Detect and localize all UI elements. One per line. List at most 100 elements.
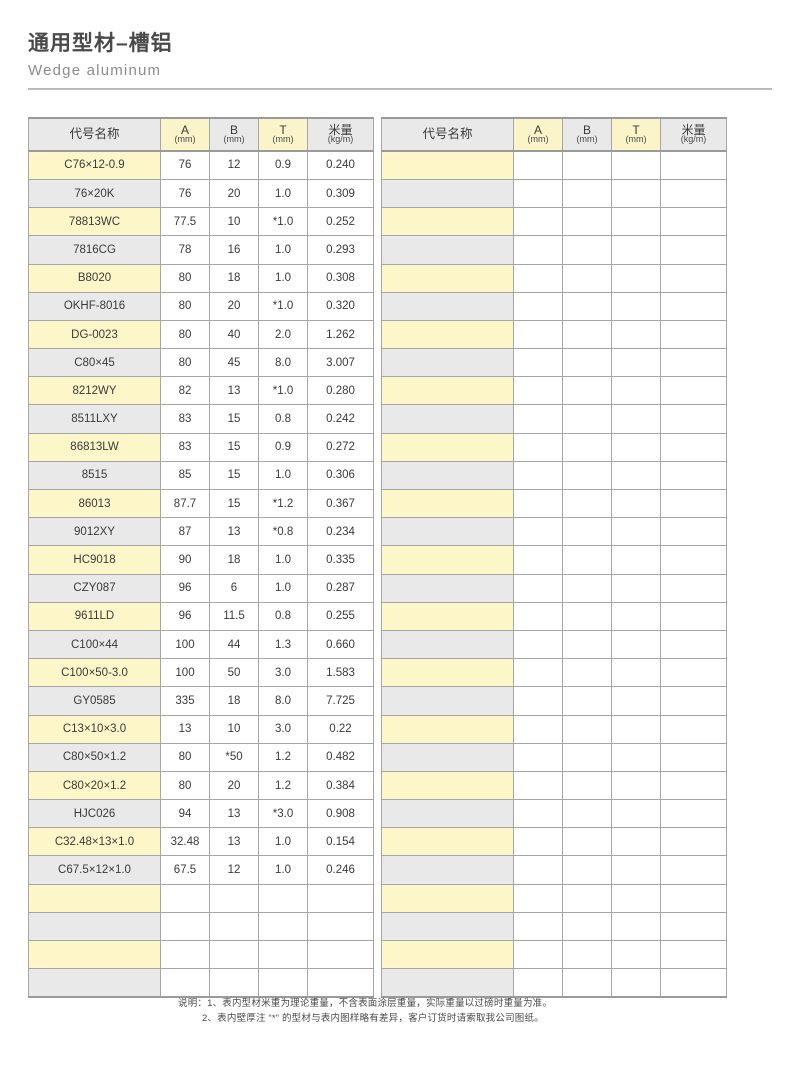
- cell-name: [381, 319, 514, 350]
- cell-t: 1.0: [258, 263, 308, 293]
- cell-b: [562, 601, 612, 631]
- table-body-left: C76×12-0.9 76 12 0.9 0.240 76×20K 76 20 1.0 0.309…: [28, 150, 374, 999]
- cell-weight: [660, 601, 727, 631]
- cell-weight: 0.272: [307, 432, 374, 462]
- cell-t: 3.0: [258, 714, 308, 744]
- footer-note-2: 2、表内壁厚注 “*” 的型材与表内图样略有差异，客户订货时请索取我公司图纸。: [202, 1012, 544, 1024]
- cell-a: [513, 714, 563, 744]
- column-header-b-label: B: [582, 122, 591, 137]
- cell-weight: 0.320: [307, 291, 374, 321]
- cell-t: [611, 150, 661, 180]
- cell-weight: [660, 404, 727, 434]
- cell-b: 20: [209, 291, 259, 321]
- cell-weight: [307, 911, 374, 942]
- cell-weight: 0.240: [307, 150, 374, 180]
- cell-name: [28, 911, 161, 942]
- cell-weight: [307, 968, 374, 999]
- table-row: [381, 827, 727, 857]
- cell-name: [381, 911, 514, 942]
- cell-name: [381, 799, 514, 829]
- cell-a: [513, 629, 563, 660]
- cell-a: 85: [160, 460, 210, 491]
- cell-name: [28, 940, 161, 970]
- table-row: [381, 348, 727, 378]
- cell-b: 15: [209, 432, 259, 462]
- cell-b: 18: [209, 686, 259, 716]
- cell-name: C67.5×12×1.0: [28, 855, 161, 885]
- cell-a: [513, 376, 563, 406]
- cell-a: 100: [160, 629, 210, 660]
- cell-name: 86013: [28, 489, 161, 519]
- cell-b: 12: [209, 855, 259, 885]
- cell-weight: [660, 545, 727, 575]
- cell-weight: 0.234: [307, 517, 374, 547]
- cell-b: 15: [209, 460, 259, 491]
- table-row: C100×44 100 44 1.3 0.660: [28, 629, 374, 660]
- cell-b: 44: [209, 629, 259, 660]
- table-row: [28, 940, 374, 970]
- cell-a: [513, 489, 563, 519]
- cell-b: [562, 291, 612, 321]
- table-row: HC9018 90 18 1.0 0.335: [28, 545, 374, 575]
- page-header: 通用型材–槽铝 Wedge aluminum: [0, 0, 800, 90]
- cell-weight: 0.908: [307, 799, 374, 829]
- cell-b: [562, 178, 612, 209]
- table-row: OKHF-8016 80 20 *1.0 0.320: [28, 291, 374, 321]
- table-row: [381, 178, 727, 209]
- table-row: [381, 799, 727, 829]
- cell-b: 12: [209, 150, 259, 180]
- cell-t: [611, 742, 661, 772]
- cell-a: 78: [160, 235, 210, 265]
- table-row: [381, 940, 727, 970]
- cell-a: [513, 545, 563, 575]
- column-header-b: B (mm): [562, 116, 612, 152]
- cell-a: [513, 601, 563, 631]
- cell-name: [381, 178, 514, 209]
- cell-name: 8212WY: [28, 376, 161, 406]
- column-header-weight: 米量 (kg/m): [307, 116, 374, 152]
- cell-weight: [307, 883, 374, 913]
- cell-weight: [660, 376, 727, 406]
- column-header-weight-unit: (kg/m): [680, 134, 707, 145]
- cell-name: [381, 855, 514, 885]
- table-row: 8212WY 82 13 *1.0 0.280: [28, 376, 374, 406]
- column-header-b: B (mm): [209, 116, 259, 152]
- cell-b: [562, 940, 612, 970]
- cell-a: [513, 799, 563, 829]
- cell-t: *1.0: [258, 207, 308, 237]
- cell-b: *50: [209, 742, 259, 772]
- cell-t: 2.0: [258, 319, 308, 350]
- cell-weight: [660, 686, 727, 716]
- cell-b: 10: [209, 714, 259, 744]
- table-row: [381, 855, 727, 885]
- cell-weight: 0.252: [307, 207, 374, 237]
- cell-name: [381, 291, 514, 321]
- cell-b: [562, 404, 612, 434]
- table-row: [381, 150, 727, 180]
- cell-weight: 0.246: [307, 855, 374, 885]
- cell-name: OKHF-8016: [28, 291, 161, 321]
- table-row: [381, 742, 727, 772]
- cell-a: [160, 883, 210, 913]
- table-row: 86813LW 83 15 0.9 0.272: [28, 432, 374, 462]
- cell-t: 0.9: [258, 150, 308, 180]
- table-row: C100×50-3.0 100 50 3.0 1.583: [28, 658, 374, 688]
- cell-weight: 0.306: [307, 460, 374, 491]
- table-row: C32.48×13×1.0 32.48 13 1.0 0.154: [28, 827, 374, 857]
- cell-a: 87.7: [160, 489, 210, 519]
- column-header-t-label: T: [632, 122, 640, 137]
- cell-t: [611, 235, 661, 265]
- cell-name: CZY087: [28, 573, 161, 603]
- cell-name: [381, 742, 514, 772]
- cell-t: [611, 517, 661, 547]
- column-header-b-unit: (mm): [576, 134, 598, 145]
- table-row: [381, 686, 727, 716]
- table-row: [381, 601, 727, 631]
- cell-t: 1.0: [258, 573, 308, 603]
- cell-b: 13: [209, 376, 259, 406]
- cell-name: [381, 404, 514, 434]
- table-row: [28, 968, 374, 999]
- cell-t: [611, 911, 661, 942]
- cell-name: [381, 940, 514, 970]
- cell-a: [513, 404, 563, 434]
